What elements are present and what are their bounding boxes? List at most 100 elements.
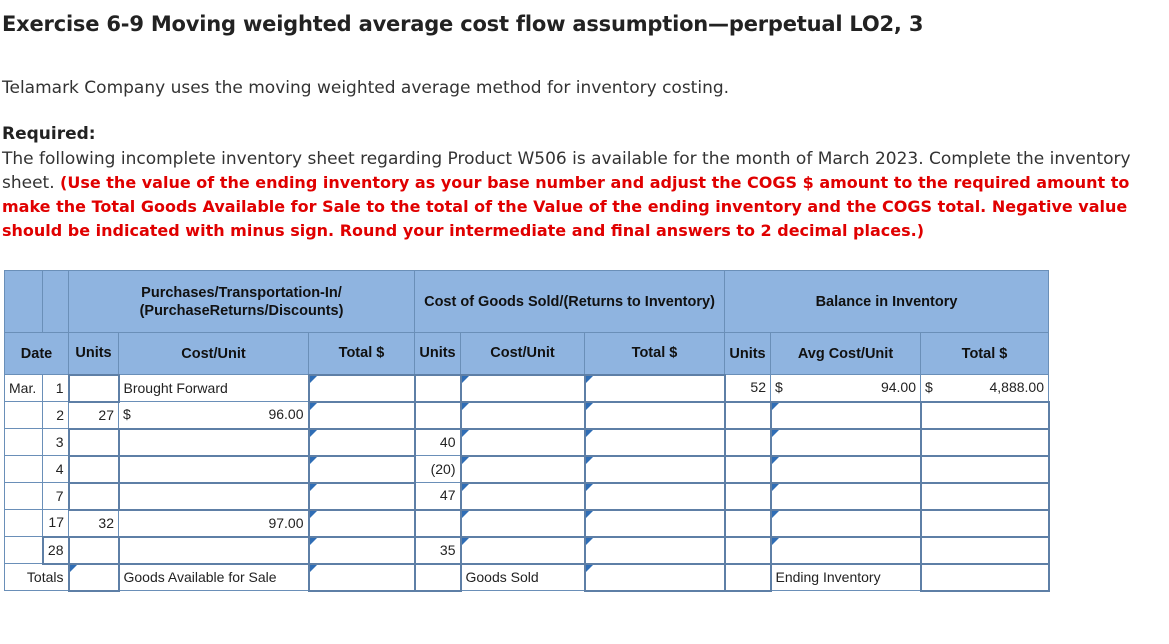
month-cell [4, 428, 43, 456]
dropdown-flag-icon [69, 564, 77, 572]
balance-total-input[interactable] [919, 481, 1050, 511]
cogs-cost-input[interactable] [459, 508, 586, 538]
col-balance-total: Total $ [920, 332, 1049, 375]
balance-avg-input[interactable] [769, 427, 922, 457]
purchase-total-input[interactable] [307, 427, 416, 457]
intro-text: Telamark Company uses the moving weighte… [2, 78, 730, 98]
table-row: 4 (20) [4, 454, 1050, 484]
day-cell: 1 [42, 374, 69, 402]
balance-avg-input[interactable] [769, 535, 922, 565]
purchase-units-input[interactable] [67, 427, 120, 457]
purchase-total-input[interactable] [307, 535, 416, 565]
dropdown-flag-icon [585, 537, 593, 545]
cogs-total-input[interactable] [583, 535, 726, 565]
dropdown-flag-icon [461, 375, 469, 383]
dropdown-flag-icon [461, 429, 469, 437]
balance-units-input[interactable] [723, 454, 772, 484]
cogs-units-input[interactable] [413, 373, 462, 403]
purchase-total-input[interactable] [307, 454, 416, 484]
purchase-units-input[interactable] [67, 373, 120, 403]
cogs-total-input[interactable] [583, 373, 726, 403]
total-cogs-units-input[interactable] [413, 562, 462, 592]
cogs-units-input[interactable] [413, 400, 462, 430]
balance-units-input[interactable] [723, 400, 772, 430]
month-cell [4, 482, 43, 510]
table-row: Mar. 1 Brought Forward 52 $94.00 $4,888.… [4, 373, 1049, 403]
cogs-units-value: 40 [414, 428, 461, 456]
purchase-units-input[interactable] [67, 535, 120, 565]
dropdown-flag-icon [461, 483, 469, 491]
total-purchase-units-input[interactable] [67, 562, 120, 592]
purchase-cost-input[interactable] [117, 427, 310, 457]
purchase-cost-input[interactable] [117, 535, 310, 565]
required-description: The following incomplete inventory sheet… [2, 149, 1131, 193]
cogs-units-value: 47 [414, 482, 461, 510]
balance-units-input[interactable] [723, 481, 772, 511]
cogs-units-value: 35 [414, 536, 461, 564]
totals-label: Totals [4, 563, 69, 591]
col-balance-avg: Avg Cost/Unit [770, 332, 921, 375]
total-balance-units-input[interactable] [723, 562, 772, 592]
dropdown-flag-icon [771, 429, 779, 437]
balance-avg-input[interactable] [769, 508, 922, 538]
dropdown-flag-icon [461, 402, 469, 410]
balance-total-input[interactable] [919, 535, 1050, 565]
balance-avg-value: $94.00 [770, 374, 921, 402]
cogs-cost-input[interactable] [459, 400, 586, 430]
purchase-units-input[interactable] [67, 454, 120, 484]
purchase-cost-input[interactable] [117, 454, 310, 484]
dropdown-flag-icon [309, 537, 317, 545]
dropdown-flag-icon [771, 402, 779, 410]
cogs-cost-input[interactable] [459, 454, 586, 484]
purchase-units-input[interactable] [67, 481, 120, 511]
balance-total-input[interactable] [919, 508, 1050, 538]
header-purchases: Purchases/Transportation-In/ (PurchaseRe… [68, 270, 415, 333]
balance-units-input[interactable] [723, 535, 772, 565]
cogs-cost-input[interactable] [459, 481, 586, 511]
col-cogs-total: Total $ [584, 332, 725, 375]
purchase-total-input[interactable] [307, 508, 416, 538]
dropdown-flag-icon [585, 456, 593, 464]
goods-available-total-input[interactable] [307, 562, 416, 592]
purchase-total-input[interactable] [307, 373, 416, 403]
purchase-total-input[interactable] [307, 481, 416, 511]
balance-total-input[interactable] [919, 454, 1050, 484]
cogs-total-input[interactable] [583, 400, 726, 430]
purchase-total-input[interactable] [307, 400, 416, 430]
cogs-cost-input[interactable] [459, 427, 586, 457]
purchase-units-value: 32 [68, 509, 119, 537]
balance-total-input[interactable] [919, 427, 1050, 457]
header-balance: Balance in Inventory [724, 270, 1049, 333]
balance-total-value: $4,888.00 [920, 374, 1049, 402]
goods-sold-total-input[interactable] [583, 562, 726, 592]
balance-avg-input[interactable] [769, 481, 922, 511]
totals-row: Totals Goods Available for Sale Goods So… [4, 562, 1050, 592]
dropdown-flag-icon [585, 402, 593, 410]
purchase-cost-input[interactable] [117, 481, 310, 511]
dropdown-flag-icon [309, 402, 317, 410]
month-cell [4, 536, 43, 564]
month-cell: Mar. [4, 374, 43, 402]
cogs-total-input[interactable] [583, 481, 726, 511]
cogs-cost-input[interactable] [459, 535, 586, 565]
cogs-total-input[interactable] [583, 454, 726, 484]
balance-total-input[interactable] [919, 400, 1050, 430]
day-cell: 28 [41, 535, 70, 565]
balance-avg-input[interactable] [769, 400, 922, 430]
dropdown-flag-icon [461, 537, 469, 545]
cogs-total-input[interactable] [583, 508, 726, 538]
goods-available-label: Goods Available for Sale [118, 563, 309, 591]
table-row: 17 32 97.00 [4, 508, 1050, 538]
dropdown-flag-icon [309, 483, 317, 491]
balance-avg-input[interactable] [769, 454, 922, 484]
day-cell: 3 [42, 428, 69, 456]
dropdown-flag-icon [461, 456, 469, 464]
cogs-cost-input[interactable] [459, 373, 586, 403]
cogs-units-value: (20) [414, 455, 461, 483]
cogs-units-input[interactable] [413, 508, 462, 538]
ending-inventory-total-input[interactable] [919, 562, 1050, 592]
cogs-total-input[interactable] [583, 427, 726, 457]
balance-units-input[interactable] [723, 508, 772, 538]
balance-units-input[interactable] [723, 427, 772, 457]
purchase-cost-value: 97.00 [118, 509, 309, 537]
